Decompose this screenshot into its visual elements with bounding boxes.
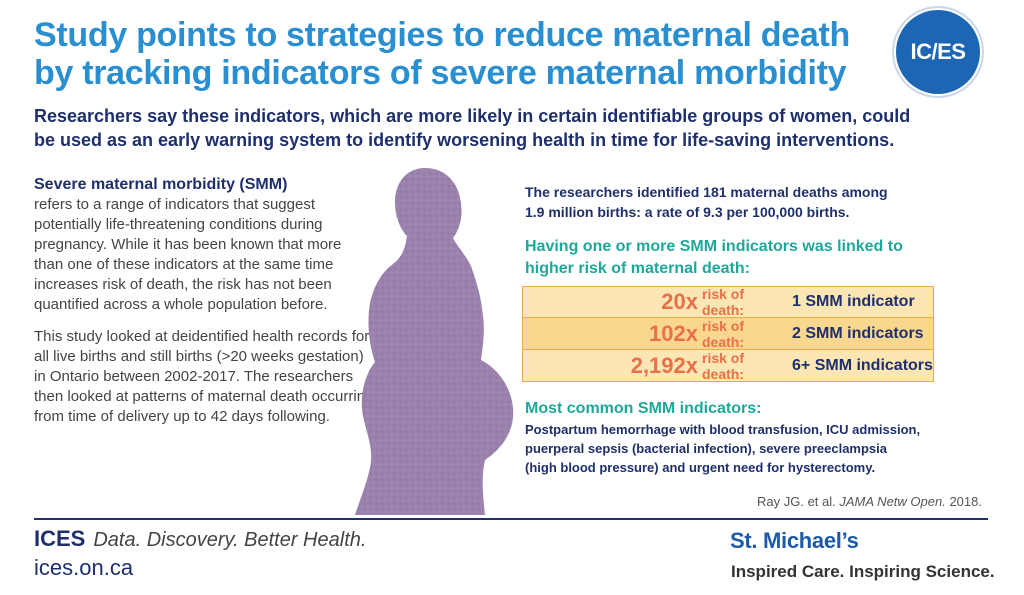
risk-label: risk of death: — [702, 349, 745, 382]
subtitle-line-1: Researchers say these indicators, which … — [34, 106, 911, 126]
ices-brand: ICES Data. Discovery. Better Health. — [34, 526, 366, 552]
citation-authors: Ray JG. et al. — [757, 494, 836, 509]
smm-heading: Severe maternal morbidity (SMM) — [34, 176, 288, 193]
risk-heading: Having one or more SMM indicators was li… — [525, 236, 985, 280]
citation-year: 2018. — [949, 494, 982, 509]
page-title: Study points to strategies to reduce mat… — [34, 16, 894, 92]
risk-row: 2,192x risk of death: 6+ SMM indicators — [522, 350, 934, 382]
risk-label: risk of death: — [702, 317, 745, 350]
logo-text: IC/ES — [910, 39, 966, 64]
risk-table: 20x risk of death: 1 SMM indicator 102x … — [522, 286, 934, 382]
st-michaels-logo: St. Michael’s — [730, 528, 859, 553]
title-line-2: by tracking indicators of severe materna… — [34, 54, 847, 92]
risk-label: risk of death: — [702, 286, 745, 318]
maternal-death-stats: The researchers identified 181 maternal … — [525, 182, 985, 222]
st-michaels-tagline: Inspired Care. Inspiring Science. — [731, 562, 995, 581]
common-indicators-list: Postpartum hemorrhage with blood transfu… — [525, 420, 985, 477]
subtitle-line-2: be used as an early warning system to id… — [34, 130, 895, 150]
common-line-3: (high blood pressure) and urgent need fo… — [525, 460, 876, 475]
risk-heading-line-2: higher risk of maternal death: — [525, 260, 750, 277]
subtitle: Researchers say these indicators, which … — [34, 104, 984, 152]
title-line-1: Study points to strategies to reduce mat… — [34, 16, 850, 54]
risk-row: 20x risk of death: 1 SMM indicator — [522, 286, 934, 318]
ices-name: ICES — [34, 526, 86, 551]
citation: Ray JG. et al. JAMA Netw Open. 2018. — [757, 494, 982, 509]
smm-definition-paragraph: refers to a range of indicators that sug… — [34, 196, 342, 313]
study-method-paragraph: This study looked at deidentified health… — [34, 328, 374, 425]
smm-description-column: Severe maternal morbidity (SMM) refers t… — [34, 175, 374, 427]
common-indicators-heading: Most common SMM indicators: — [525, 400, 762, 417]
pregnant-woman-silhouette-icon — [355, 168, 514, 515]
risk-multiplier: 2,192x — [630, 352, 698, 378]
ices-logo-badge: IC/ES — [896, 10, 980, 94]
smm-indicator-count: 2 SMM indicators — [792, 324, 924, 342]
common-line-2: puerperal sepsis (bacterial infection), … — [525, 441, 887, 456]
findings-column: The researchers identified 181 maternal … — [522, 182, 985, 477]
risk-multiplier: 102x — [649, 320, 698, 346]
ices-tagline: Data. Discovery. Better Health. — [93, 529, 367, 551]
risk-multiplier: 20x — [661, 289, 698, 314]
smm-indicator-count: 6+ SMM indicators — [792, 356, 933, 374]
stats-line-1: The researchers identified 181 maternal … — [525, 184, 888, 200]
common-line-1: Postpartum hemorrhage with blood transfu… — [525, 422, 921, 437]
ices-url-link[interactable]: ices.on.ca — [34, 555, 134, 580]
stats-line-2: 1.9 million births: a rate of 9.3 per 10… — [525, 204, 850, 220]
citation-journal: JAMA Netw Open. — [839, 494, 946, 509]
risk-heading-line-1: Having one or more SMM indicators was li… — [525, 238, 903, 255]
risk-row: 102x risk of death: 2 SMM indicators — [522, 318, 934, 350]
footer-divider — [34, 518, 988, 520]
smm-indicator-count: 1 SMM indicator — [792, 293, 915, 310]
